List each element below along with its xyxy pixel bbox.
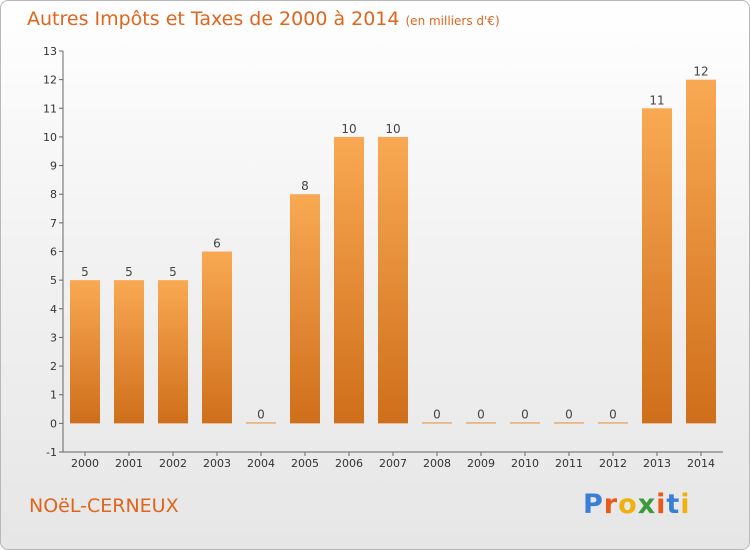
x-tick-label-2003: 2003 xyxy=(203,457,231,470)
x-tick-label-2001: 2001 xyxy=(115,457,143,470)
logo-letter: t xyxy=(666,489,681,520)
data-label-2009: 0 xyxy=(477,407,485,421)
bars: 5 5 5 6 0 8 10 10 0 0 0 0 0 11 12 xyxy=(70,65,716,424)
data-label-2012: 0 xyxy=(609,407,617,421)
bar-2008 xyxy=(422,422,452,424)
x-tick-label-2007: 2007 xyxy=(379,457,407,470)
bar-2002 xyxy=(158,280,188,424)
y-tick-label: 10 xyxy=(43,131,57,144)
logo-letter: x xyxy=(637,489,657,520)
x-tick-label-2005: 2005 xyxy=(291,457,319,470)
data-label-2002: 5 xyxy=(169,265,177,279)
bar-2013 xyxy=(642,108,672,424)
bar-2014 xyxy=(686,79,716,424)
logo-letter: i xyxy=(680,489,691,520)
x-tick-label-2009: 2009 xyxy=(467,457,495,470)
logo-letter: i xyxy=(656,489,667,520)
data-label-2000: 5 xyxy=(81,265,89,279)
x-tick-label-2008: 2008 xyxy=(423,457,451,470)
chart-title-text: Autres Impôts et Taxes de 2000 à 2014 xyxy=(27,8,400,30)
y-tick-label: 0 xyxy=(50,417,57,430)
chart-title: Autres Impôts et Taxes de 2000 à 2014 (en… xyxy=(27,8,500,30)
bar-2001 xyxy=(114,280,144,424)
y-tick-label: 6 xyxy=(50,246,57,259)
y-tick-label: 8 xyxy=(50,188,57,201)
y-tick-label: 9 xyxy=(50,160,57,173)
bar-2011 xyxy=(554,422,584,424)
chart-unit-note: (en milliers d'€) xyxy=(405,14,500,28)
data-label-2004: 0 xyxy=(257,407,265,421)
x-tick-label-2006: 2006 xyxy=(335,457,363,470)
y-tick-label: 11 xyxy=(43,102,57,115)
bar-2009 xyxy=(466,422,496,424)
data-label-2005: 8 xyxy=(301,179,309,193)
bar-2003 xyxy=(202,251,232,424)
x-tick-label-2010: 2010 xyxy=(511,457,539,470)
data-label-2001: 5 xyxy=(125,265,133,279)
bar-2004 xyxy=(246,422,276,424)
y-tick-label: 12 xyxy=(43,74,57,87)
data-label-2010: 0 xyxy=(521,407,529,421)
x-tick-label-2000: 2000 xyxy=(71,457,99,470)
data-label-2014: 12 xyxy=(693,65,708,79)
y-tick-label: 3 xyxy=(50,331,57,344)
data-label-2007: 10 xyxy=(385,122,400,136)
data-label-2008: 0 xyxy=(433,407,441,421)
x-tick-label-2014: 2014 xyxy=(687,457,715,470)
data-label-2011: 0 xyxy=(565,407,573,421)
y-tick-label: 5 xyxy=(50,274,57,287)
y-tick-label: 1 xyxy=(50,389,57,402)
proxiti-logo[interactable]: Proxiti xyxy=(583,489,691,520)
logo-letter: o xyxy=(618,489,638,520)
bar-2012 xyxy=(598,422,628,424)
y-tick-label: 13 xyxy=(43,45,57,58)
x-tick-label-2002: 2002 xyxy=(159,457,187,470)
data-label-2013: 11 xyxy=(649,93,664,107)
x-tick-label-2012: 2012 xyxy=(599,457,627,470)
bar-2006 xyxy=(334,136,364,424)
data-label-2006: 10 xyxy=(341,122,356,136)
bar-2007 xyxy=(378,136,408,424)
data-label-2003: 6 xyxy=(213,237,221,251)
logo-letter: P xyxy=(583,489,604,520)
x-tick-label-2004: 2004 xyxy=(247,457,275,470)
logo-letter: r xyxy=(603,489,619,520)
y-tick-label: 4 xyxy=(50,303,57,316)
bar-2000 xyxy=(70,280,100,424)
bar-2010 xyxy=(510,422,540,424)
bar-2005 xyxy=(290,194,320,424)
x-tick-label-2011: 2011 xyxy=(555,457,583,470)
y-tick-label: 2 xyxy=(50,360,57,373)
place-name: NOëL-CERNEUX xyxy=(29,495,179,517)
y-tick-label: -1 xyxy=(46,446,57,459)
x-tick-label-2013: 2013 xyxy=(643,457,671,470)
y-tick-label: 7 xyxy=(50,217,57,230)
